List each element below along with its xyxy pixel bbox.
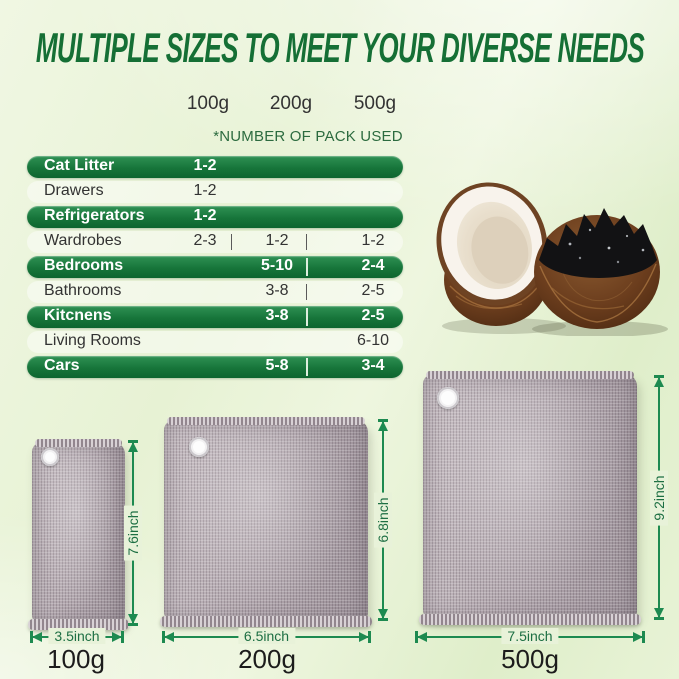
row-label: Bathrooms — [44, 282, 122, 299]
width-dimension-label: 3.5inch — [48, 628, 106, 644]
table-row: Living Rooms 6-10 — [27, 331, 403, 356]
height-dimension-label: 9.2inch — [650, 469, 668, 526]
cell-value-200g: 5-10 — [260, 257, 294, 274]
column-separator — [306, 358, 308, 376]
cell-value-500g: 2-4 — [361, 257, 385, 274]
width-dimension-500g: 7.5inch — [415, 628, 645, 644]
column-header-500g: 500g — [353, 93, 397, 114]
column-separator — [306, 284, 307, 300]
table-row: Kitcnens 3-8 2-5 — [27, 306, 403, 331]
cell-value-200g: 1-2 — [265, 232, 289, 249]
table-row: Drawers 1-2 — [27, 181, 403, 206]
cell-value-200g: 5-8 — [265, 357, 289, 374]
width-dimension-200g: 6.5inch — [162, 628, 371, 644]
table-row: Wardrobes 2-3 1-2 1-2 — [27, 231, 403, 256]
row-highlight-band — [27, 156, 403, 178]
row-label: Bedrooms — [44, 257, 124, 274]
pack-count-note: *NUMBER OF PACK USED — [213, 128, 403, 145]
column-separator — [306, 308, 308, 326]
cell-value-500g: 2-5 — [361, 282, 385, 299]
cell-value-100g: 2-3 — [193, 232, 217, 249]
row-label: Cars — [44, 357, 80, 374]
height-dimension-label: 6.8inch — [374, 492, 392, 548]
cell-value-500g: 3-4 — [361, 357, 385, 374]
row-band — [27, 331, 403, 353]
coconut-charcoal-image — [436, 182, 668, 336]
cell-value-500g: 2-5 — [361, 307, 385, 324]
row-label: Wardrobes — [44, 232, 122, 249]
table-row: Refrigerators 1-2 — [27, 206, 403, 231]
height-dimension-500g: 9.2inch — [650, 375, 668, 620]
width-dimension-100g: 3.5inch — [30, 628, 124, 644]
row-label: Living Rooms — [44, 332, 141, 349]
height-dimension-200g: 6.8inch — [374, 419, 392, 621]
row-band — [27, 181, 403, 203]
row-band — [27, 281, 403, 303]
table-row: Cars 5-8 3-4 — [27, 356, 403, 381]
charcoal-bag-500g — [419, 371, 641, 625]
bag-weight-label-500g: 500g — [501, 644, 559, 674]
grommet-hole — [437, 387, 459, 409]
column-separator — [231, 234, 232, 250]
table-row: Bathrooms 3-8 2-5 — [27, 281, 403, 306]
width-dimension-label: 7.5inch — [501, 628, 559, 644]
column-header-100g: 100g — [186, 93, 230, 114]
row-label: Refrigerators — [44, 207, 145, 224]
cell-value-500g: 1-2 — [361, 232, 385, 249]
row-highlight-band — [27, 206, 403, 228]
charcoal-bag-200g — [160, 417, 372, 627]
cell-value-200g: 3-8 — [265, 307, 289, 324]
charcoal-bag-100g — [28, 439, 129, 630]
width-dimension-label: 6.5inch — [237, 628, 296, 644]
cell-value-100g: 1-2 — [193, 157, 217, 174]
cell-value-200g: 3-8 — [265, 282, 289, 299]
table-row: Cat Litter 1-2 — [27, 156, 403, 181]
cell-value-500g: 6-10 — [356, 332, 390, 349]
height-dimension-label: 7.6inch — [124, 505, 142, 561]
table-row: Bedrooms 5-10 2-4 — [27, 256, 403, 281]
row-highlight-band — [27, 306, 403, 328]
bag-weight-label-100g: 100g — [47, 644, 105, 674]
row-highlight-band — [27, 256, 403, 278]
column-separator — [306, 258, 308, 276]
cell-value-100g: 1-2 — [193, 182, 217, 199]
height-dimension-100g: 7.6inch — [124, 440, 142, 626]
usage-table: Cat Litter 1-2 Drawers 1-2 Refrigerators 1-2 W… — [27, 156, 403, 381]
bag-weight-label-200g: 200g — [238, 644, 296, 674]
row-label: Drawers — [44, 182, 104, 199]
cell-value-100g: 1-2 — [193, 207, 217, 224]
column-separator — [306, 234, 307, 250]
row-label: Cat Litter — [44, 157, 115, 174]
grommet-hole — [41, 448, 59, 466]
row-highlight-band — [27, 356, 403, 378]
grommet-hole — [189, 437, 209, 457]
row-band — [27, 231, 403, 253]
column-header-200g: 200g — [269, 93, 313, 114]
page-title: MULTIPLE SIZES TO MEET YOUR DIVERSE NEED… — [35, 24, 644, 71]
row-label: Kitcnens — [44, 307, 112, 324]
